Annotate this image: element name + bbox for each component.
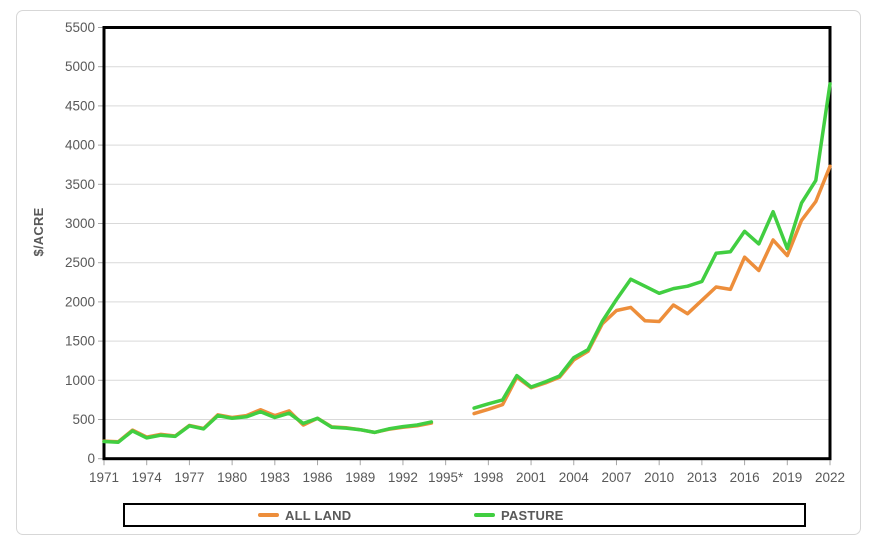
legend: ALL LAND PASTURE: [123, 503, 806, 527]
plot-border: [102, 26, 832, 461]
legend-item-all-land: ALL LAND: [258, 505, 351, 525]
y-tick-label: 3000: [65, 216, 95, 231]
x-tick-label: 2010: [644, 470, 674, 485]
x-tick-label: 2019: [772, 470, 802, 485]
legend-item-pasture: PASTURE: [474, 505, 564, 525]
y-tick-label: 1500: [65, 334, 95, 349]
x-tick-label: 2004: [559, 470, 590, 485]
y-tick-label: 5500: [65, 20, 95, 35]
y-tick-label: 2000: [65, 294, 95, 309]
x-tick-label: 1998: [473, 470, 503, 485]
x-tick-label: 1980: [217, 470, 247, 485]
y-tick-label: 2500: [65, 255, 95, 270]
y-tick-label: 1000: [65, 373, 95, 388]
y-tick-label: 4000: [65, 138, 95, 153]
x-tick-label: 1995*: [428, 470, 464, 485]
y-tick-label: 3500: [65, 177, 95, 192]
x-tick-label: 2016: [730, 470, 760, 485]
series-line-pasture: [102, 82, 832, 444]
x-tick-label: 1989: [345, 470, 375, 485]
x-tick-label: 2022: [815, 470, 845, 485]
y-tick-label: 4500: [65, 98, 95, 113]
y-tick-label: 500: [72, 412, 95, 427]
legend-label-pasture: PASTURE: [501, 507, 564, 523]
all-land-line-swatch: [258, 513, 279, 517]
y-axis-title: $/ACRE: [30, 207, 46, 257]
legend-label-all-land: ALL LAND: [285, 507, 352, 523]
y-tick-label: 0: [87, 451, 95, 466]
y-tick-label: 5000: [65, 59, 95, 74]
x-tick-label: 2007: [601, 470, 631, 485]
x-tick-label: 1974: [132, 470, 163, 485]
x-tick-label: 1971: [89, 470, 119, 485]
pasture-line-swatch: [474, 513, 495, 517]
x-tick-label: 1992: [388, 470, 418, 485]
x-tick-label: 2001: [516, 470, 546, 485]
chart-card: [16, 10, 861, 535]
x-tick-label: 1986: [303, 470, 333, 485]
x-tick-label: 2013: [687, 470, 717, 485]
series-line-all-land: [102, 164, 832, 444]
x-tick-label: 1983: [260, 470, 290, 485]
x-tick-label: 1977: [174, 470, 204, 485]
